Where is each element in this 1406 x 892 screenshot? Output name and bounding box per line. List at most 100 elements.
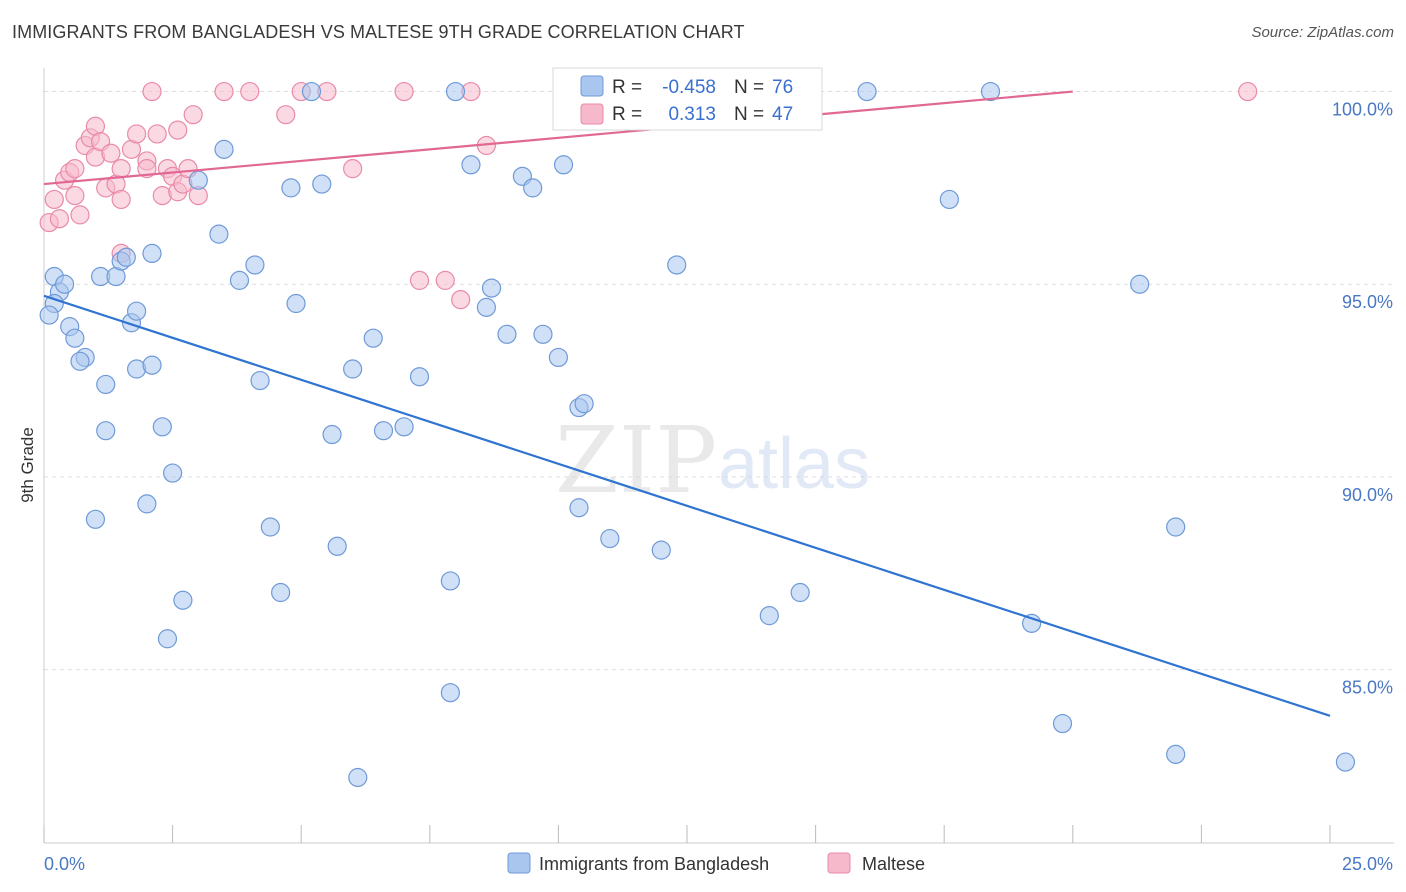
bangladesh-point: [286, 293, 306, 314]
bangladesh-point: [461, 155, 481, 175]
bangladesh-point: [759, 606, 779, 626]
bangladesh-point: [523, 178, 543, 198]
maltese-point: [111, 189, 131, 210]
bangladesh-points: [39, 81, 1356, 788]
maltese-point: [101, 143, 121, 163]
bangladesh-point: [1130, 274, 1150, 294]
bangladesh-point: [1166, 744, 1186, 764]
maltese-trend-line: [43, 90, 1073, 186]
y-tick-label: 95.0%: [1342, 292, 1393, 312]
bangladesh-point: [39, 305, 59, 325]
bangladesh-point: [373, 421, 394, 441]
maltese-point: [1238, 81, 1258, 102]
trend-lines: [43, 90, 1331, 717]
x-tick-label: 25.0%: [1342, 854, 1393, 874]
bangladesh-point: [1052, 713, 1073, 734]
blue-swatch: [580, 75, 604, 97]
bangladesh-point: [600, 528, 620, 549]
maltese-point: [240, 81, 260, 102]
y-axis-label: 9th Grade: [18, 427, 37, 503]
bangladesh-point: [152, 417, 172, 437]
bangladesh-point: [214, 139, 234, 159]
maltese-point: [147, 124, 167, 144]
bangladesh-point: [116, 247, 136, 267]
bangladesh-point: [54, 274, 75, 294]
maltese-point: [276, 105, 296, 125]
maltese-point: [111, 159, 131, 179]
bangladesh-point: [163, 463, 183, 483]
y-tick-label: 85.0%: [1342, 678, 1393, 698]
bangladesh-point: [980, 81, 1001, 102]
maltese-point: [70, 205, 90, 225]
bangladesh-point: [188, 170, 208, 190]
bangladesh-point: [142, 243, 162, 264]
bangladesh-point: [440, 571, 460, 591]
y-tick-label: 90.0%: [1342, 485, 1393, 505]
bangladesh-point: [137, 494, 157, 514]
bangladesh-point: [497, 324, 517, 344]
bangladesh-point: [157, 629, 178, 649]
bangladesh-point: [96, 374, 116, 395]
bangladesh-point: [348, 767, 368, 788]
y-tick-label: 100.0%: [1332, 100, 1393, 120]
bangladesh-point: [553, 155, 574, 175]
stats-legend: R = -0.458 N = 76 R = 0.313 N = 47: [552, 67, 823, 131]
bangladesh-point: [481, 278, 502, 298]
maltese-point: [451, 290, 471, 310]
maltese-point: [168, 120, 188, 140]
r-value-pink: 0.313: [668, 104, 716, 125]
axes: [43, 68, 1394, 844]
bangladesh-point: [281, 178, 301, 198]
maltese-point: [137, 159, 157, 179]
bangladesh-point: [271, 582, 291, 603]
bangladesh-point: [327, 536, 347, 556]
n-value-blue: 76: [772, 77, 793, 98]
bangladesh-point: [440, 683, 460, 703]
maltese-point: [65, 159, 85, 179]
maltese-point: [183, 105, 203, 125]
bangladesh-point: [569, 498, 589, 518]
bangladesh-point: [260, 517, 280, 537]
bangladesh-point: [126, 301, 147, 321]
n-label-pink: N =: [734, 104, 764, 125]
maltese-point: [126, 124, 147, 144]
bangladesh-point: [209, 224, 229, 244]
legend-label-bangladesh: Immigrants from Bangladesh: [539, 854, 769, 874]
chart-title: IMMIGRANTS FROM BANGLADESH VS MALTESE 9T…: [12, 22, 745, 42]
maltese-point: [142, 81, 162, 102]
bangladesh-point: [790, 582, 810, 603]
legend-swatch-bangladesh: [507, 852, 531, 874]
x-tick-label: 0.0%: [44, 854, 85, 874]
maltese-point: [435, 270, 455, 290]
r-label-blue: R =: [612, 77, 642, 98]
legend-label-maltese: Maltese: [862, 854, 925, 874]
bangladesh-point: [229, 270, 250, 290]
bangladesh-point: [939, 189, 959, 210]
n-label-blue: N =: [734, 77, 764, 98]
bangladesh-point: [1166, 517, 1186, 537]
bangladesh-point: [70, 351, 90, 371]
bangladesh-point: [574, 394, 594, 414]
maltese-point: [49, 209, 70, 229]
bangladesh-point: [667, 255, 687, 275]
bangladesh-point: [96, 421, 116, 441]
bangladesh-point: [301, 81, 322, 102]
pink-swatch: [580, 103, 604, 125]
n-value-pink: 47: [772, 104, 793, 125]
maltese-point: [394, 81, 414, 102]
tick-labels: 100.0% 95.0% 90.0% 85.0% 0.0% 25.0%: [44, 100, 1393, 874]
maltese-point: [343, 159, 363, 179]
legend-swatch-maltese: [827, 852, 851, 874]
bangladesh-point: [394, 417, 414, 437]
bangladesh-point: [250, 370, 270, 391]
maltese-point: [214, 81, 234, 102]
bangladesh-point: [142, 355, 162, 375]
maltese-point: [44, 189, 64, 210]
maltese-point: [65, 186, 85, 206]
maltese-point: [409, 270, 430, 290]
bangladesh-point: [651, 540, 671, 560]
bangladesh-point: [857, 81, 877, 102]
bangladesh-point: [312, 174, 332, 194]
watermark-atlas: atlas: [718, 424, 870, 504]
